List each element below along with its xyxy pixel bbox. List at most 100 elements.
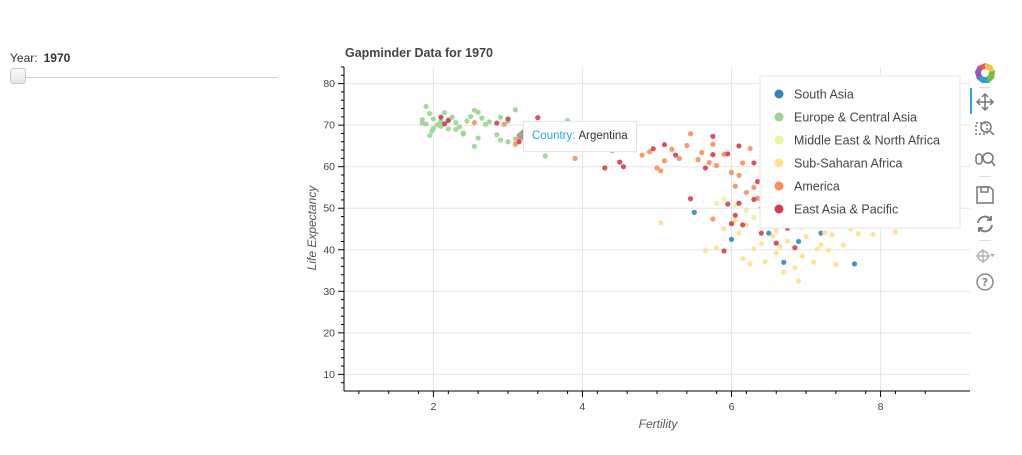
save-icon[interactable]: [974, 184, 996, 206]
data-point[interactable]: [743, 189, 750, 196]
data-point[interactable]: [851, 261, 858, 267]
data-point[interactable]: [453, 120, 459, 126]
data-point[interactable]: [438, 114, 444, 120]
data-point[interactable]: [840, 242, 846, 248]
data-point[interactable]: [736, 143, 742, 149]
data-point[interactable]: [449, 114, 455, 120]
reset-icon[interactable]: [974, 213, 996, 235]
data-point[interactable]: [602, 165, 608, 171]
data-point[interactable]: [639, 152, 645, 158]
data-point[interactable]: [751, 160, 757, 166]
data-point[interactable]: [740, 160, 746, 166]
data-point[interactable]: [732, 218, 738, 224]
data-point[interactable]: [728, 221, 735, 227]
data-point[interactable]: [669, 146, 675, 152]
data-point[interactable]: [442, 110, 448, 116]
data-point[interactable]: [676, 155, 682, 161]
data-point[interactable]: [781, 259, 787, 265]
data-point[interactable]: [654, 165, 660, 171]
data-point[interactable]: [687, 131, 694, 137]
data-point[interactable]: [471, 120, 478, 126]
data-point[interactable]: [512, 107, 519, 113]
data-point[interactable]: [747, 261, 753, 267]
data-point[interactable]: [792, 265, 798, 271]
data-point[interactable]: [892, 229, 899, 235]
data-point[interactable]: [714, 245, 720, 251]
data-point[interactable]: [833, 262, 839, 268]
wheel-zoom-icon[interactable]: [974, 149, 996, 171]
data-point[interactable]: [419, 117, 425, 123]
data-point[interactable]: [453, 126, 459, 132]
data-point[interactable]: [706, 159, 712, 166]
data-point[interactable]: [792, 245, 798, 251]
data-point[interactable]: [747, 145, 753, 152]
data-point[interactable]: [427, 132, 433, 139]
data-point[interactable]: [710, 133, 716, 139]
data-point[interactable]: [751, 196, 757, 203]
data-point[interactable]: [702, 248, 709, 254]
data-point[interactable]: [714, 162, 720, 169]
data-point[interactable]: [740, 222, 746, 228]
data-point[interactable]: [456, 124, 463, 130]
data-point[interactable]: [710, 216, 716, 222]
data-point[interactable]: [758, 230, 764, 236]
data-point[interactable]: [736, 172, 742, 179]
data-point[interactable]: [732, 183, 738, 189]
data-point[interactable]: [479, 115, 485, 121]
data-point[interactable]: [427, 110, 433, 117]
data-point[interactable]: [777, 243, 783, 250]
data-point[interactable]: [743, 222, 750, 228]
data-point[interactable]: [732, 212, 738, 218]
data-point[interactable]: [494, 120, 500, 126]
data-point[interactable]: [803, 233, 809, 240]
data-point[interactable]: [743, 208, 750, 214]
data-point[interactable]: [699, 149, 705, 156]
data-point[interactable]: [755, 179, 761, 185]
data-point[interactable]: [751, 184, 757, 191]
data-point[interactable]: [762, 259, 768, 265]
data-point[interactable]: [695, 157, 701, 163]
data-point[interactable]: [795, 278, 802, 284]
year-slider-track[interactable]: [14, 77, 278, 78]
data-point[interactable]: [430, 116, 437, 122]
data-point[interactable]: [728, 236, 735, 242]
data-point[interactable]: [766, 230, 772, 236]
data-point[interactable]: [721, 225, 727, 232]
data-point[interactable]: [728, 169, 735, 176]
data-point[interactable]: [684, 142, 690, 149]
data-point[interactable]: [505, 139, 511, 145]
data-point[interactable]: [673, 152, 679, 158]
data-point[interactable]: [751, 214, 757, 220]
data-point[interactable]: [471, 143, 478, 149]
data-point[interactable]: [818, 242, 824, 248]
data-point[interactable]: [799, 253, 805, 259]
data-point[interactable]: [475, 109, 481, 115]
data-point[interactable]: [617, 159, 623, 165]
data-point[interactable]: [710, 141, 716, 147]
box-zoom-icon[interactable]: [974, 118, 996, 140]
data-point[interactable]: [736, 230, 742, 236]
data-point[interactable]: [702, 165, 709, 171]
data-point[interactable]: [646, 149, 653, 155]
data-point[interactable]: [445, 126, 451, 132]
data-point[interactable]: [542, 153, 548, 159]
data-point[interactable]: [710, 152, 716, 158]
data-point[interactable]: [691, 209, 697, 215]
data-point[interactable]: [855, 230, 861, 237]
data-point[interactable]: [773, 227, 779, 233]
year-slider-handle[interactable]: [10, 68, 26, 84]
data-point[interactable]: [572, 155, 578, 161]
data-point[interactable]: [423, 121, 429, 127]
data-point[interactable]: [725, 151, 731, 157]
data-point[interactable]: [494, 132, 500, 138]
data-point[interactable]: [740, 256, 746, 262]
data-point[interactable]: [486, 119, 492, 125]
data-point[interactable]: [661, 142, 668, 148]
data-point[interactable]: [442, 121, 448, 127]
data-point[interactable]: [501, 121, 507, 127]
data-point[interactable]: [661, 158, 668, 164]
bokeh-logo-icon[interactable]: [974, 62, 996, 84]
data-point[interactable]: [825, 247, 832, 253]
data-point[interactable]: [758, 240, 764, 247]
data-point[interactable]: [423, 103, 429, 110]
